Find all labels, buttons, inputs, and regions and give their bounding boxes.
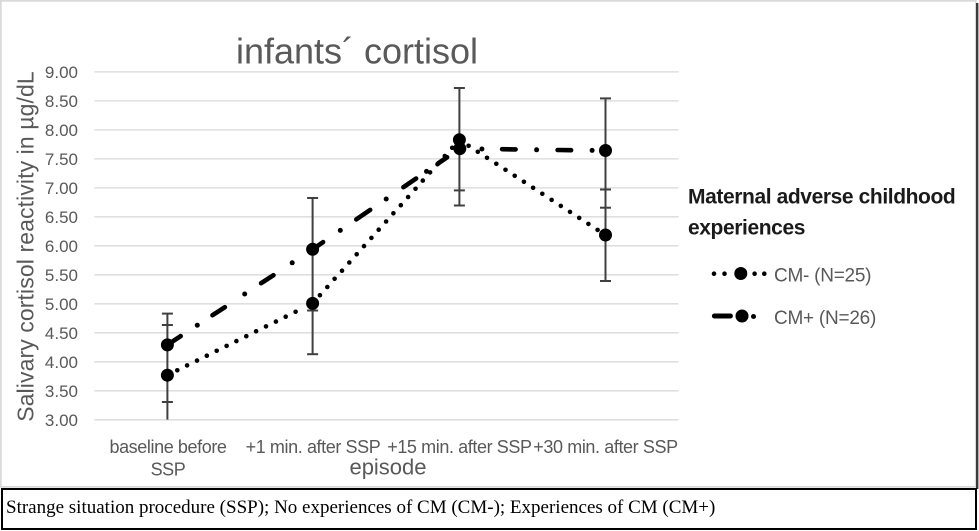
svg-text:7.50: 7.50 [45, 150, 78, 169]
svg-text:7.00: 7.00 [45, 179, 78, 198]
svg-text:SSP: SSP [151, 460, 186, 480]
svg-text:+15 min. after SSP: +15 min. after SSP [387, 437, 532, 457]
svg-text:3.50: 3.50 [45, 382, 78, 401]
svg-text:Salivary cortisol reactivity i: Salivary cortisol reactivity in µg/dL [13, 71, 39, 422]
svg-text:episode: episode [349, 455, 426, 480]
svg-text:baseline before: baseline before [109, 437, 226, 457]
svg-text:8.00: 8.00 [45, 121, 78, 140]
svg-text:6.00: 6.00 [45, 237, 78, 256]
svg-text:experiences: experiences [688, 217, 805, 240]
svg-text:3.00: 3.00 [45, 411, 78, 430]
svg-text:6.50: 6.50 [45, 208, 78, 227]
svg-text:9.00: 9.00 [45, 63, 78, 82]
svg-text:5.50: 5.50 [45, 266, 78, 285]
svg-text:+30 min. after SSP: +30 min. after SSP [533, 437, 678, 457]
svg-text:infants´ cortisol: infants´ cortisol [236, 31, 478, 72]
svg-text:5.00: 5.00 [45, 295, 78, 314]
svg-text:CM+ (N=26): CM+ (N=26) [774, 308, 876, 329]
svg-text:CM- (N=25): CM- (N=25) [774, 265, 871, 286]
svg-text:Maternal adverse childhood: Maternal adverse childhood [688, 186, 955, 209]
svg-text:4.00: 4.00 [45, 353, 78, 372]
svg-text:4.50: 4.50 [45, 324, 78, 343]
svg-text:+1 min. after SSP: +1 min. after SSP [246, 437, 381, 457]
svg-text:8.50: 8.50 [45, 92, 78, 111]
